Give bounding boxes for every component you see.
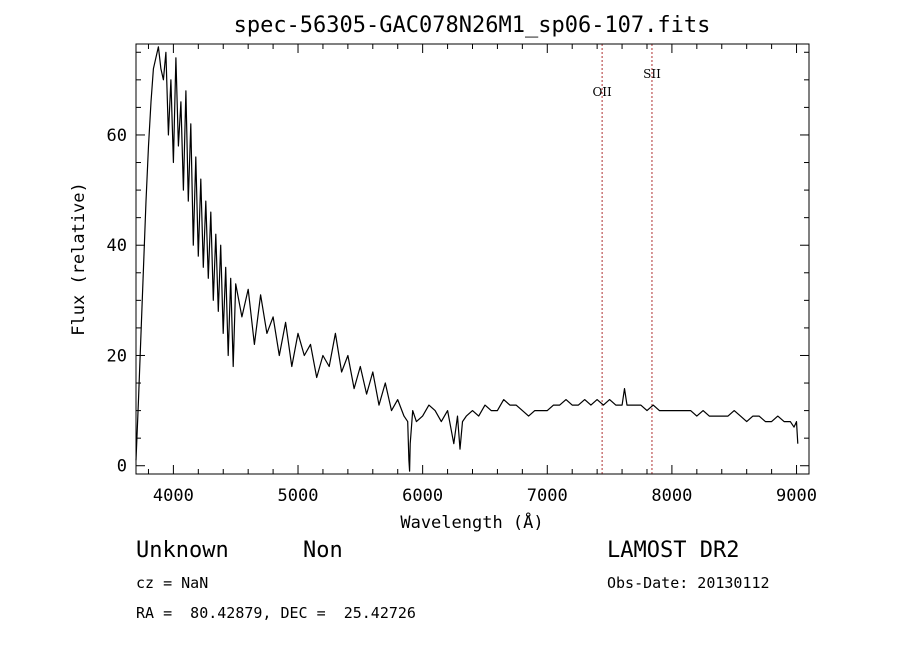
y-tick-label: 40 xyxy=(107,236,127,256)
marker-label-sii: SII xyxy=(643,67,661,81)
x-axis-label: Wavelength (Å) xyxy=(400,511,543,533)
x-tick-label: 7000 xyxy=(527,486,568,506)
redshift-text: cz = NaN xyxy=(136,574,209,592)
x-tick-label: 6000 xyxy=(402,486,443,506)
spectrum-chart: spec-56305-GAC078N26M1_sp06-107.fits OII… xyxy=(69,13,817,533)
y-tick-label: 20 xyxy=(107,346,127,366)
y-tick-label: 60 xyxy=(107,126,127,146)
class-label: Unknown xyxy=(136,538,229,563)
x-tick-label: 4000 xyxy=(153,486,194,506)
x-tick-label: 8000 xyxy=(651,486,692,506)
obs-date-text: Obs-Date: 20130112 xyxy=(607,574,770,592)
spectrum-line xyxy=(135,46,799,472)
x-tick-label: 5000 xyxy=(278,486,319,506)
y-tick-label: 0 xyxy=(117,457,127,477)
chart-title: spec-56305-GAC078N26M1_sp06-107.fits xyxy=(234,13,711,38)
subclass-label: Non xyxy=(303,538,343,563)
marker-label-oii: OII xyxy=(592,85,612,99)
y-axis-label: Flux (relative) xyxy=(69,182,89,336)
x-tick-label: 9000 xyxy=(776,486,817,506)
plot-frame xyxy=(135,43,810,475)
line-markers: OII SII xyxy=(592,44,661,474)
coordinates-text: RA = 80.42879, DEC = 25.42726 xyxy=(136,604,416,622)
axis-ticks: 4000 5000 6000 7000 8000 9000 0 20 40 60 xyxy=(107,44,817,506)
survey-label: LAMOST DR2 xyxy=(607,538,740,563)
